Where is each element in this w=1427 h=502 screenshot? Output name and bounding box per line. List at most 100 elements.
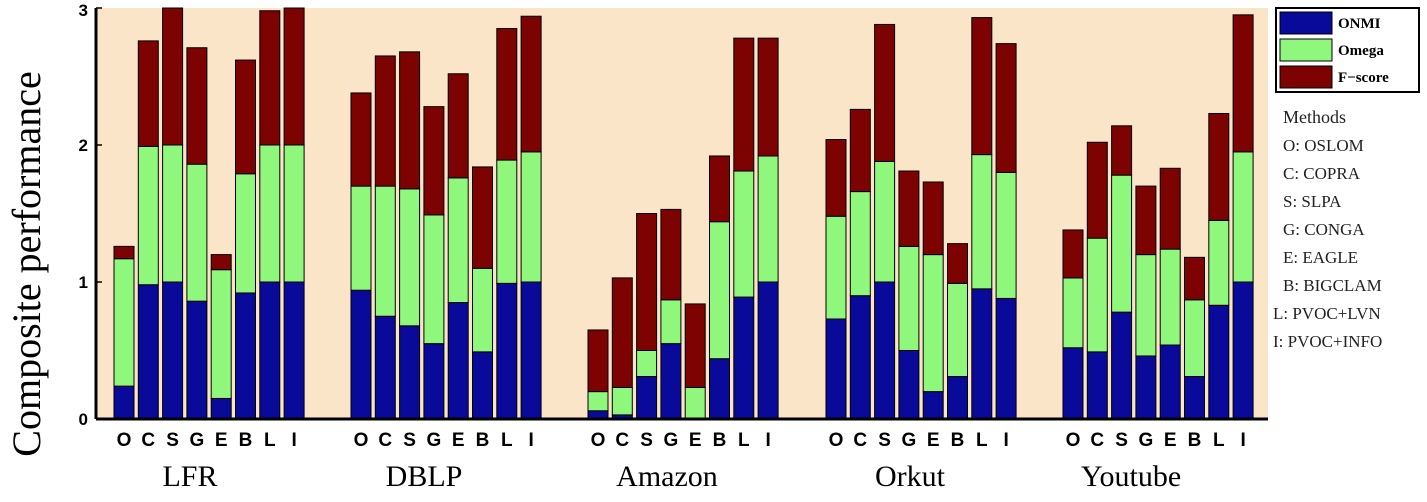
bar-segment-onmi — [1111, 311, 1133, 420]
bar-segment-fscore — [113, 245, 135, 260]
bar-segment-fscore — [399, 51, 421, 190]
bar-segment-onmi — [971, 288, 993, 420]
bar-segment-onmi — [922, 391, 944, 420]
bar-segment-omega — [447, 177, 469, 304]
method-letter: L — [1213, 430, 1225, 451]
bar-segment-onmi — [1062, 347, 1084, 420]
bar-segment-omega — [350, 185, 372, 291]
bar-segment-omega — [995, 171, 1017, 299]
y-axis-label: Composite performance — [4, 71, 49, 456]
method-item: S: SLPA — [1283, 192, 1342, 211]
bar-segment-omega — [922, 254, 944, 393]
bar-segment-onmi — [1184, 376, 1205, 420]
method-letter: C — [1090, 430, 1104, 451]
bar-segment-fscore — [733, 37, 755, 172]
method-letter: S — [878, 430, 891, 451]
method-letter: E — [927, 430, 940, 451]
method-item: O: OSLOM — [1283, 136, 1364, 155]
method-letter: E — [1164, 430, 1177, 451]
bar-segment-onmi — [235, 292, 256, 420]
bar-segment-fscore — [1111, 125, 1133, 176]
dataset-label: DBLP — [386, 460, 463, 493]
bar-segment-onmi — [825, 318, 847, 420]
bar-segment-onmi — [1232, 281, 1254, 420]
bar-segment-onmi — [636, 376, 658, 420]
bar-segment-onmi — [283, 281, 305, 420]
bar-segment-omega — [587, 391, 609, 412]
bar-segment-omega — [971, 154, 993, 290]
method-letter: L — [976, 430, 988, 451]
bar-segment-omega — [423, 214, 445, 345]
method-item: L: PVOC+LVN — [1273, 304, 1381, 323]
y-ticks: 0 1 2 3 — [79, 1, 102, 429]
method-letter: E — [452, 430, 465, 451]
bar-segment-omega — [825, 215, 847, 320]
methods-panel: Methods O: OSLOM C: COPRA S: SLPA G: CON… — [1273, 107, 1382, 351]
bar-segment-fscore — [162, 7, 184, 146]
method-letter: G — [1139, 430, 1154, 451]
bar-segment-fscore — [186, 47, 208, 165]
bar-segment-fscore — [684, 303, 706, 388]
method-letter: G — [427, 430, 442, 451]
legend-swatch-omega — [1279, 38, 1333, 62]
bar-segment-omega — [898, 245, 920, 352]
bar-segment-omega — [1184, 299, 1205, 378]
bar-segment-fscore — [1208, 112, 1230, 221]
legend: ONMI Omega F−score — [1275, 7, 1420, 93]
bar-segment-fscore — [587, 329, 609, 393]
method-letter: L — [264, 430, 276, 451]
bar-segment-onmi — [1086, 351, 1108, 420]
method-letter: O — [1066, 430, 1081, 451]
bar-segment-onmi — [447, 302, 469, 420]
method-letter: I — [765, 430, 770, 451]
bar-segment-omega — [1062, 277, 1084, 349]
bar-segment-fscore — [947, 243, 968, 284]
method-letter: E — [215, 430, 228, 451]
bar-segment-fscore — [757, 37, 779, 157]
bar-segment-omega — [283, 144, 305, 283]
bar-segment-onmi — [374, 315, 396, 420]
legend-label-onmi: ONMI — [1338, 16, 1381, 32]
bar-segment-omega — [636, 350, 658, 378]
method-letter: O — [117, 430, 132, 451]
bar-segment-onmi — [496, 282, 518, 420]
bar-segment-omega — [374, 185, 396, 317]
bar-segment-onmi — [1208, 304, 1230, 420]
bar-segment-onmi — [757, 281, 779, 420]
bar-segment-omega — [1135, 254, 1157, 357]
method-letter: S — [1115, 430, 1128, 451]
bar-segment-fscore — [235, 59, 256, 175]
bar-segment-omega — [162, 144, 184, 283]
methods-title: Methods — [1283, 107, 1346, 127]
bar-segment-fscore — [374, 55, 396, 187]
bar-segment-omega — [235, 173, 256, 294]
bar-segment-fscore — [660, 208, 682, 301]
dataset-label: Amazon — [616, 460, 718, 493]
bar-segment-omega — [709, 221, 730, 360]
bar-segment-fscore — [922, 181, 944, 256]
dataset-label: LFR — [162, 460, 217, 493]
bar-segment-onmi — [947, 376, 968, 420]
bar-segment-omega — [520, 151, 542, 283]
bar-segment-omega — [186, 163, 208, 302]
dataset-labels: LFR DBLP Amazon Orkut Youtube — [162, 460, 1181, 493]
method-letter: L — [738, 430, 750, 451]
bar-segment-onmi — [995, 297, 1017, 420]
bar-segment-omega — [611, 386, 633, 416]
bar-segment-fscore — [971, 17, 993, 156]
method-letter: C — [853, 430, 867, 451]
bar-segment-fscore — [1135, 185, 1157, 256]
method-letter: E — [689, 430, 702, 451]
method-letter: G — [190, 430, 205, 451]
method-letter: S — [640, 430, 653, 451]
bar-segment-omega — [947, 282, 968, 378]
bar-segment-fscore — [423, 106, 445, 216]
method-letter: B — [951, 430, 965, 451]
bar-segment-onmi — [162, 281, 184, 420]
legend-label-omega: Omega — [1338, 43, 1384, 59]
method-letter: I — [1003, 430, 1008, 451]
method-letter: I — [291, 430, 296, 451]
method-letter: C — [378, 430, 392, 451]
bar-segment-onmi — [186, 300, 208, 420]
